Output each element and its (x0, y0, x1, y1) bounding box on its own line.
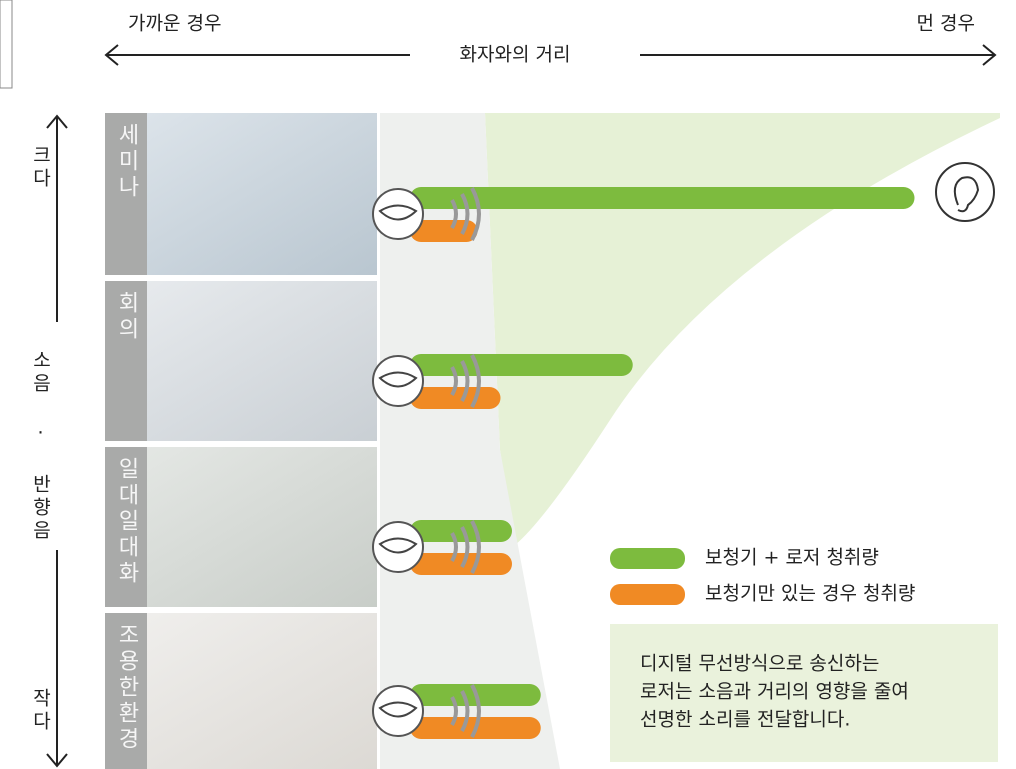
category-label: 세미나 (114, 123, 139, 201)
ear-icon (936, 163, 994, 221)
legend-swatch (610, 584, 685, 605)
legend-label: 보청기만 있는 경우 청취량 (705, 583, 915, 605)
note-text: 선명한 소리를 전달합니다. (640, 709, 850, 731)
x-far: 먼 경우 (917, 13, 975, 35)
bar (410, 187, 915, 209)
bar (410, 553, 512, 575)
y-bottom: 작다 (30, 688, 52, 734)
legend-swatch (610, 548, 685, 569)
x-near: 가까운 경우 (128, 13, 221, 35)
bar (410, 354, 633, 376)
note-text: 로저는 소음과 거리의 영향을 줄여 (640, 681, 909, 703)
bar (410, 520, 512, 542)
chart: 가까운 경우 먼 경우 화자와의 거리 크다 소음 · 반향음 작다 세미나회의… (0, 0, 1016, 769)
category-label: 회의 (114, 291, 139, 343)
x-label: 화자와의 거리 (460, 44, 571, 66)
note-text: 디지털 무선방식으로 송신하는 (640, 653, 879, 675)
legend-label: 보청기 + 로저 청취량 (705, 547, 879, 569)
category-label: 조용한환경 (114, 623, 139, 753)
green-area (485, 113, 1000, 545)
frame-edge (0, 0, 12, 88)
category-label: 일대일대화 (114, 457, 139, 587)
y-top: 크다 (30, 145, 52, 191)
y-label: 소음 · 반향음 (30, 350, 52, 543)
